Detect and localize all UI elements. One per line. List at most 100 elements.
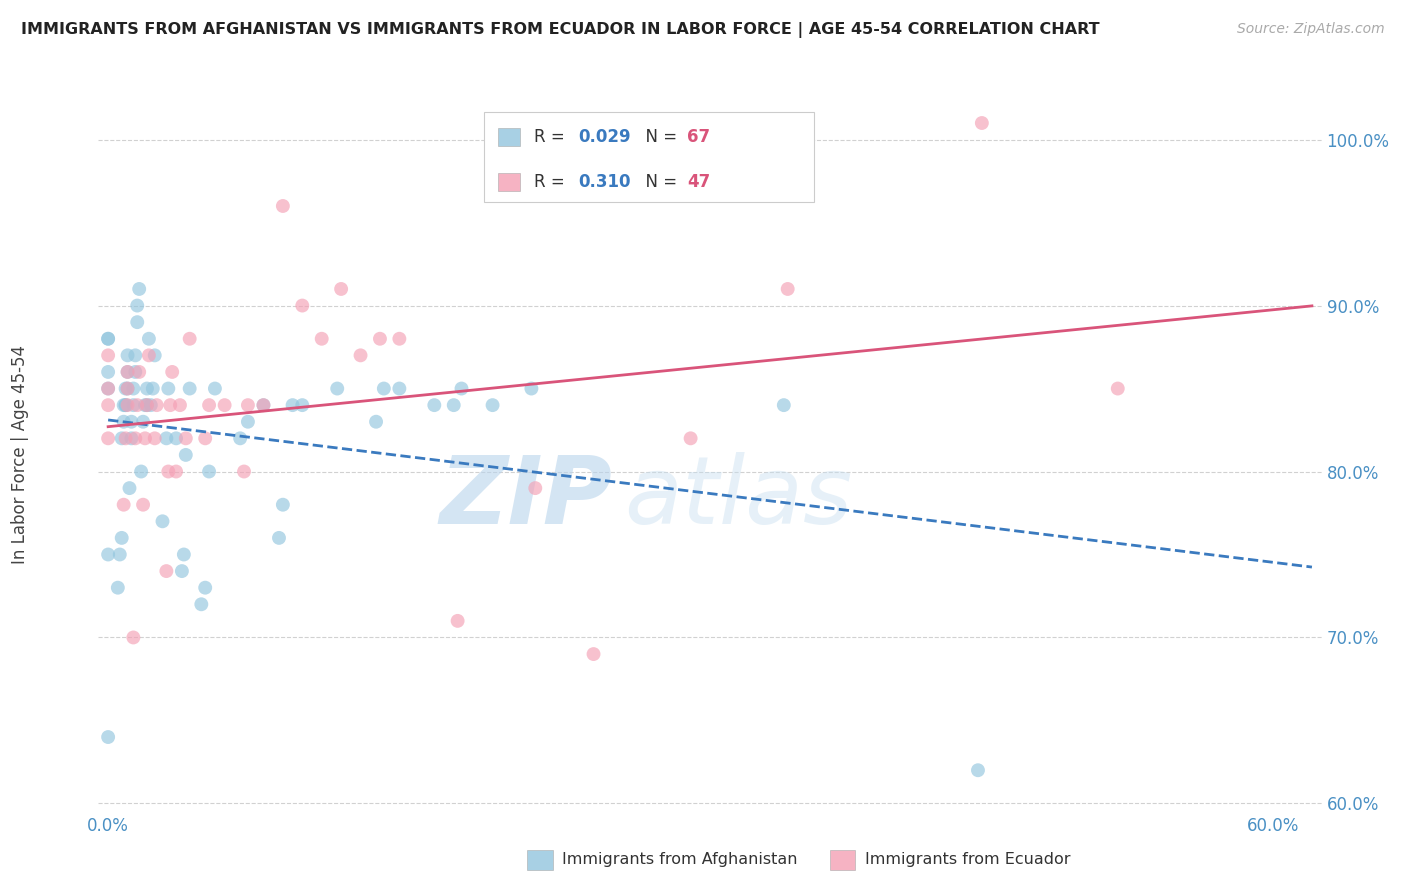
Point (236, 398, 259, 412)
Point (481, 398, 503, 412)
Point (236, 415, 259, 429)
Point (139, 398, 162, 412)
Point (157, 465, 180, 479)
Point (373, 382, 395, 396)
Point (170, 564, 193, 578)
Point (520, 382, 543, 396)
Point (423, 398, 446, 412)
Point (120, 431, 142, 445)
Point (132, 498, 155, 512)
Point (155, 564, 177, 578)
Point (157, 382, 180, 396)
Point (136, 382, 159, 396)
Point (311, 332, 333, 346)
Point (174, 448, 197, 462)
Point (267, 531, 290, 545)
Point (173, 548, 195, 562)
Point (128, 282, 150, 296)
Point (124, 431, 146, 445)
Point (252, 398, 274, 412)
Point (97, 382, 120, 396)
Point (117, 382, 139, 396)
Point (124, 348, 146, 362)
Point (117, 365, 139, 379)
Point (97, 365, 120, 379)
Point (134, 431, 156, 445)
Point (122, 382, 145, 396)
Point (97, 348, 120, 362)
Point (122, 631, 145, 645)
Point (190, 597, 212, 611)
FancyBboxPatch shape (498, 173, 520, 191)
Point (97, 398, 120, 412)
Point (134, 398, 156, 412)
Point (114, 382, 136, 396)
Point (97, 332, 120, 346)
Point (450, 382, 472, 396)
Point (582, 647, 605, 661)
Point (165, 431, 187, 445)
Point (198, 465, 221, 479)
Text: 47: 47 (688, 173, 710, 191)
Point (271, 498, 294, 512)
Text: Immigrants from Afghanistan: Immigrants from Afghanistan (562, 853, 797, 867)
Point (112, 498, 135, 512)
Point (114, 398, 136, 412)
Point (108, 548, 131, 562)
Point (194, 431, 217, 445)
Point (179, 382, 201, 396)
Point (179, 332, 201, 346)
Point (169, 398, 191, 412)
Point (118, 481, 141, 495)
Point (326, 382, 349, 396)
Point (1107, 382, 1129, 396)
FancyBboxPatch shape (484, 112, 814, 202)
Point (349, 348, 371, 362)
Point (388, 382, 411, 396)
Point (271, 199, 294, 213)
Point (524, 481, 547, 495)
Point (117, 398, 139, 412)
Point (204, 382, 226, 396)
Text: 67: 67 (688, 128, 710, 146)
Point (388, 332, 411, 346)
Point (214, 398, 236, 412)
Point (142, 382, 165, 396)
Point (129, 465, 152, 479)
Point (229, 431, 252, 445)
Point (114, 431, 136, 445)
Point (165, 465, 187, 479)
Point (132, 415, 155, 429)
Point (97, 730, 120, 744)
Point (776, 282, 799, 296)
Point (107, 581, 129, 595)
Text: ZIP: ZIP (439, 451, 612, 544)
Point (967, 763, 990, 777)
Point (970, 116, 993, 130)
Text: 0.310: 0.310 (578, 173, 631, 191)
Point (368, 332, 391, 346)
Point (159, 398, 181, 412)
Point (136, 398, 159, 412)
Point (97, 382, 120, 396)
Point (233, 465, 256, 479)
Point (97, 332, 120, 346)
Point (291, 398, 314, 412)
Point (128, 365, 150, 379)
Point (111, 531, 134, 545)
Point (117, 348, 139, 362)
Point (160, 365, 183, 379)
Text: R =: R = (534, 173, 571, 191)
Point (679, 431, 702, 445)
Point (97, 431, 120, 445)
Point (145, 398, 167, 412)
Point (155, 431, 177, 445)
Text: 0.029: 0.029 (578, 128, 631, 146)
Point (772, 398, 794, 412)
Point (127, 299, 149, 313)
Point (138, 348, 160, 362)
Y-axis label: In Labor Force | Age 45-54: In Labor Force | Age 45-54 (11, 345, 30, 565)
Point (122, 398, 145, 412)
Point (443, 398, 465, 412)
Point (364, 415, 387, 429)
